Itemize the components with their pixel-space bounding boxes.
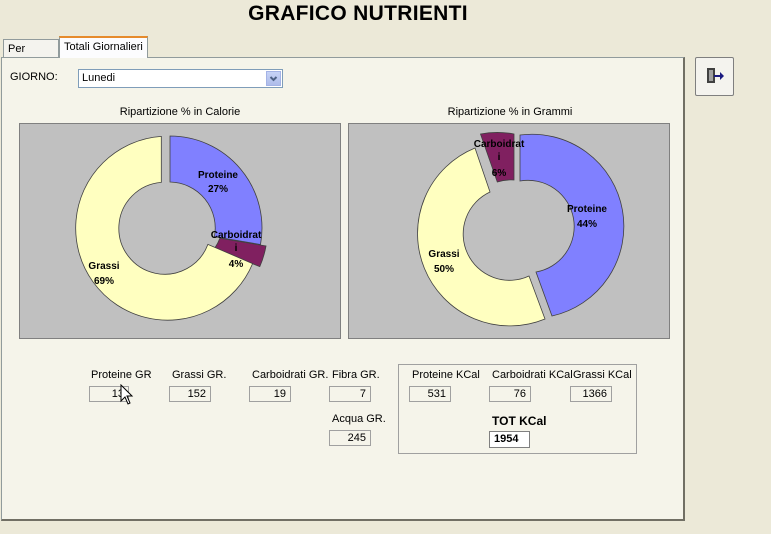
slice-proteine <box>519 133 625 317</box>
slice-pct-proteine: 44% <box>577 219 597 230</box>
carboidrati-kcal-label: Carboidrati KCal <box>492 369 573 381</box>
slice-label-carboidrati-2: i <box>235 243 238 254</box>
slice-proteine <box>169 135 263 245</box>
grassi-gr-field[interactable]: 152 <box>169 386 211 402</box>
chart-grammi: Carboidrat i 6% Proteine 44% Grassi 50% <box>348 123 670 339</box>
slice-label-grassi: Grassi <box>428 249 459 260</box>
slice-label-carboidrati-2: i <box>498 152 501 163</box>
slice-pct-carboidrati: 4% <box>229 259 244 270</box>
tot-kcal-field[interactable]: 1954 <box>489 431 530 448</box>
proteine-gr-label: Proteine GR <box>91 369 152 381</box>
giorno-label: GIORNO: <box>10 71 58 83</box>
chart-grammi-caption: Ripartizione % in Grammi <box>447 106 573 118</box>
carboidrati-kcal-field[interactable]: 76 <box>489 386 531 402</box>
fibra-gr-label: Fibra GR. <box>332 369 380 381</box>
mouse-cursor-icon <box>120 384 134 405</box>
slice-pct-proteine: 27% <box>208 184 228 195</box>
fibra-gr-field[interactable]: 7 <box>329 386 371 402</box>
dropdown-button[interactable] <box>266 71 281 86</box>
exit-door-icon <box>707 68 724 83</box>
giorno-select-value: Lunedi <box>82 72 116 84</box>
slice-pct-carboidrati: 6% <box>492 168 507 179</box>
grassi-gr-label: Grassi GR. <box>172 369 227 381</box>
tot-kcal-label: TOT KCal <box>492 414 547 428</box>
slice-pct-grassi: 50% <box>434 264 454 275</box>
tab-totali-giornalieri[interactable]: Totali Giornalieri <box>59 36 148 58</box>
carboidrati-gr-field[interactable]: 19 <box>249 386 291 402</box>
chart-calorie: Proteine 27% Carboidrat i 4% Grassi 69% <box>19 123 341 339</box>
slice-label-proteine: Proteine <box>198 170 238 181</box>
proteine-kcal-label: Proteine KCal <box>412 369 480 381</box>
slice-label-grassi: Grassi <box>88 261 119 272</box>
tab-per-pasto[interactable]: Per pasto <box>3 39 59 74</box>
slice-grassi <box>417 147 546 327</box>
acqua-gr-field[interactable]: 245 <box>329 430 371 446</box>
chart-calorie-caption: Ripartizione % in Calorie <box>119 106 241 118</box>
proteine-kcal-field[interactable]: 531 <box>409 386 451 402</box>
chevron-down-icon <box>269 76 278 82</box>
page-title: GRAFICO NUTRIENTI <box>248 2 468 25</box>
slice-carboidrati <box>479 132 515 183</box>
giorno-select[interactable]: Lunedi <box>78 69 283 88</box>
slice-pct-grassi: 69% <box>94 276 114 287</box>
grassi-kcal-field[interactable]: 1366 <box>570 386 612 402</box>
acqua-gr-label: Acqua GR. <box>332 413 386 425</box>
slice-label-carboidrati: Carboidrat <box>474 139 525 150</box>
chart-calorie-svg: Proteine 27% Carboidrat i 4% Grassi 69% <box>75 135 267 321</box>
chart-grammi-svg: Carboidrat i 6% Proteine 44% Grassi 50% <box>417 132 625 327</box>
slice-label-proteine: Proteine <box>567 204 607 215</box>
exit-button[interactable] <box>695 57 734 96</box>
grassi-kcal-label: Grassi KCal <box>573 369 632 381</box>
slice-grassi <box>75 135 254 321</box>
slice-label-carboidrati: Carboidrat <box>211 230 262 241</box>
kcal-group <box>398 364 637 454</box>
carboidrati-gr-label: Carboidrati GR. <box>252 369 329 381</box>
